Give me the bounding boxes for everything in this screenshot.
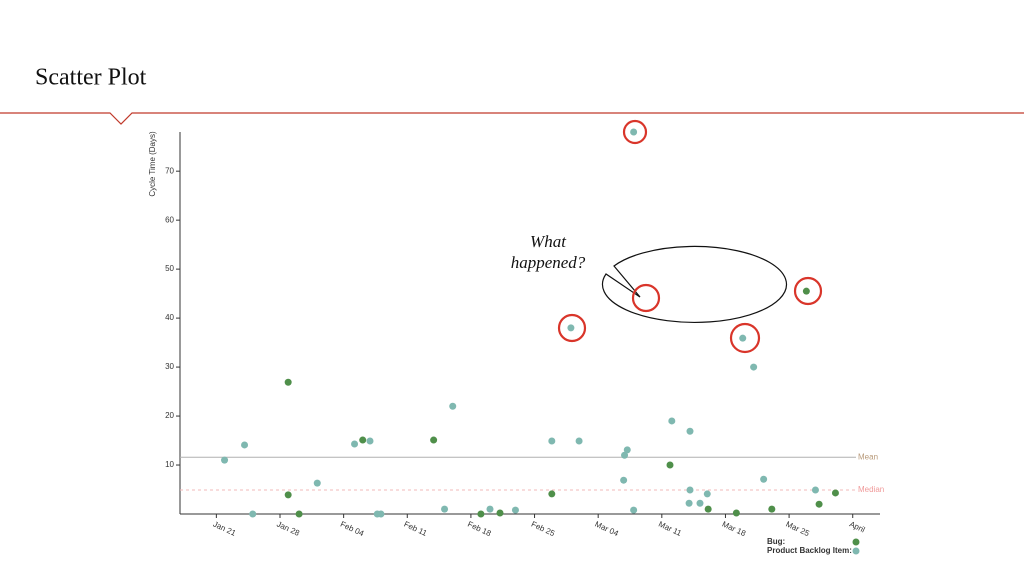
- y-tick-label: 30: [165, 362, 174, 371]
- point: [486, 505, 494, 513]
- plot: 10 20 30 40 50 60 70 Jan 21 Jan 28 Feb 04 Feb 11 Fe…: [165, 128, 884, 555]
- point: [359, 436, 367, 444]
- point: [815, 500, 823, 508]
- point: [620, 476, 628, 484]
- point: [811, 486, 819, 494]
- x-tick-label: Feb 04: [339, 520, 366, 539]
- x-tick-label: Mar 18: [721, 520, 748, 539]
- point: [686, 486, 694, 494]
- y-tick-label: 20: [165, 411, 174, 420]
- point: [666, 461, 674, 469]
- legend-label: Product Backlog Item:: [767, 546, 852, 555]
- x-tick-label: Jan 28: [275, 520, 301, 539]
- point: [686, 427, 694, 435]
- point: [696, 499, 704, 507]
- point: [249, 510, 257, 518]
- x-tick-label: Jan 21: [212, 520, 238, 539]
- point: [575, 437, 583, 445]
- x-tick-label: Feb 25: [530, 520, 557, 539]
- point: [241, 441, 249, 449]
- point: [623, 446, 631, 454]
- point: [366, 437, 374, 445]
- point: [548, 490, 556, 498]
- x-tick-label: April: [848, 520, 867, 535]
- point: [668, 417, 676, 425]
- point: [284, 378, 292, 386]
- point: [295, 510, 303, 518]
- point: [704, 505, 712, 513]
- point: [621, 451, 629, 459]
- point: [441, 505, 449, 513]
- point: [630, 506, 638, 514]
- highlights: [557, 119, 823, 354]
- point: [430, 436, 438, 444]
- highlight-circle: [622, 119, 648, 145]
- y-tick-label: 70: [165, 166, 174, 175]
- y-axis-label: Cycle Time (Days): [148, 131, 157, 197]
- highlight-circle: [557, 313, 587, 343]
- y-tick-label: 40: [165, 313, 174, 322]
- point: [284, 491, 292, 499]
- header-rule: [0, 112, 1024, 125]
- point: [567, 324, 575, 332]
- callout-text: happened?: [511, 253, 586, 272]
- highlight-circle: [631, 283, 661, 313]
- x-tick-label: Mar 25: [784, 520, 811, 539]
- point: [685, 499, 693, 507]
- highlight-circle: [729, 322, 761, 354]
- legend-label: Bug:: [767, 537, 785, 546]
- point: [703, 490, 711, 498]
- x-tick-label: Mar 11: [657, 520, 683, 539]
- point: [449, 402, 457, 410]
- y-tick-label: 60: [165, 215, 174, 224]
- callout-bubble: [601, 245, 788, 323]
- point: [768, 505, 776, 513]
- point: [221, 456, 229, 464]
- point: [732, 509, 740, 517]
- legend-marker: [852, 538, 860, 546]
- slide-title: Scatter Plot: [35, 65, 147, 91]
- callout-text: What: [530, 232, 567, 251]
- point: [739, 334, 747, 342]
- x-tick-label: Mar 04: [593, 520, 620, 539]
- point: [351, 440, 359, 448]
- point: [831, 489, 839, 497]
- reference-label: Median: [858, 485, 884, 494]
- point: [313, 479, 321, 487]
- point: [511, 506, 519, 514]
- highlight-circle: [793, 276, 823, 306]
- point: [377, 510, 385, 518]
- point: [750, 363, 758, 371]
- point: [548, 437, 556, 445]
- point: [630, 128, 638, 136]
- point: [477, 510, 485, 518]
- x-tick-label: Feb 11: [403, 520, 429, 539]
- point: [496, 509, 504, 517]
- legend-marker: [852, 547, 860, 555]
- reference-label: Mean: [858, 452, 878, 461]
- x-tick-label: Feb 18: [466, 520, 493, 539]
- point: [760, 475, 768, 483]
- y-tick-label: 50: [165, 264, 174, 273]
- y-tick-label: 10: [165, 460, 174, 469]
- point: [802, 287, 810, 295]
